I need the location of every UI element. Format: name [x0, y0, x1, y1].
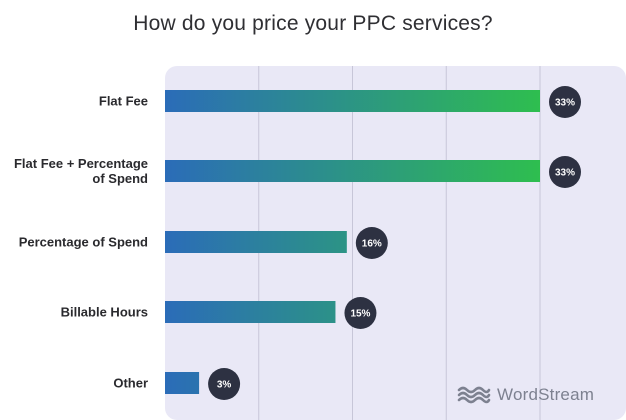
brand-name: WordStream: [497, 385, 595, 404]
plot-panel: [165, 66, 626, 420]
value-label: 3%: [217, 380, 232, 391]
bar: [165, 372, 200, 394]
value-label: 33%: [555, 168, 575, 179]
value-badge: [208, 368, 241, 400]
bars: [165, 90, 540, 394]
category-label: Other: [113, 376, 148, 391]
category-label: Percentage of Spend: [19, 235, 148, 250]
value-badge: [549, 86, 581, 118]
value-labels: 33% 33% 16% 15% 3%: [208, 86, 581, 400]
bar: [165, 231, 347, 253]
value-label: 16%: [362, 239, 382, 250]
value-badge: [549, 156, 581, 188]
wave-logo-icon: [457, 386, 491, 404]
bar: [165, 301, 336, 323]
value-badge: [344, 297, 377, 329]
category-label: Flat Fee: [99, 94, 148, 109]
value-label: 15%: [350, 309, 370, 320]
value-label: 33%: [555, 98, 575, 109]
bar: [165, 160, 540, 182]
category-label: Billable Hours: [61, 305, 148, 320]
category-labels: Flat Fee Flat Fee + Percentage of Spend Per…: [14, 94, 148, 391]
wordstream-logo: WordStream: [457, 385, 594, 405]
value-badge: [355, 227, 388, 259]
chart-title: How do you price your PPC services?: [133, 12, 493, 35]
bar: [165, 90, 540, 112]
category-label: Flat Fee + Percentage of Spend: [14, 156, 148, 186]
